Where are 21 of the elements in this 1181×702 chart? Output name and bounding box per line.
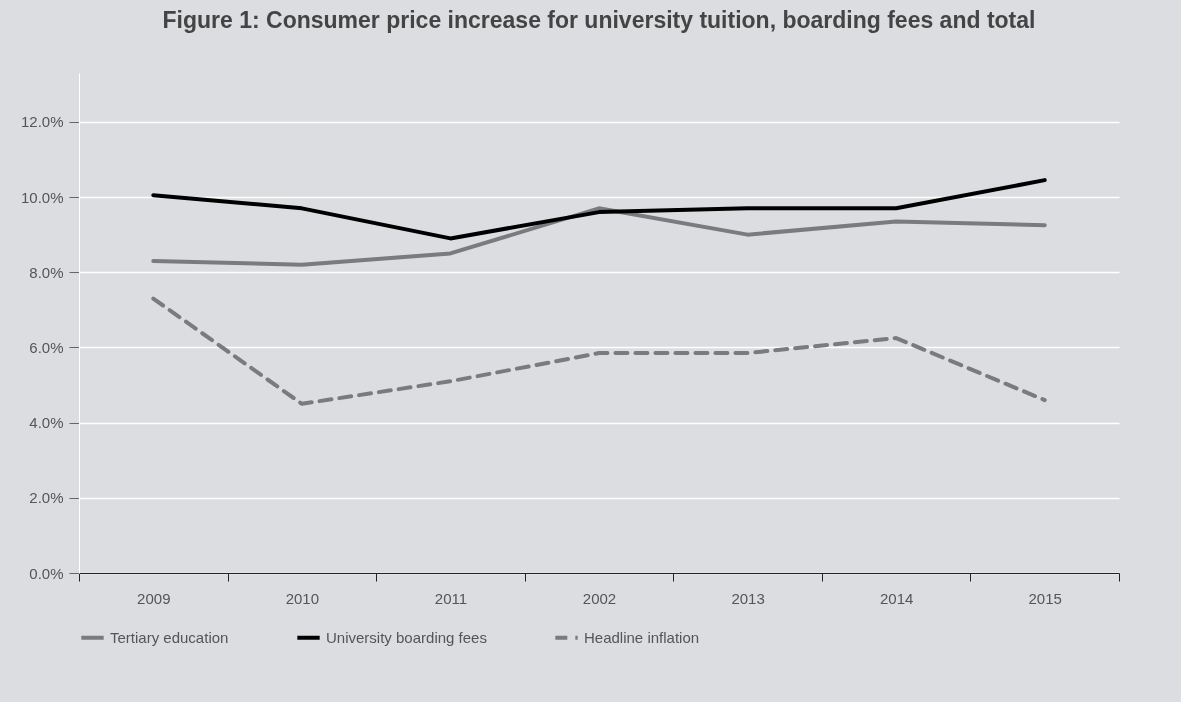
- legend-label: Tertiary education: [110, 628, 229, 646]
- line-series: [151, 296, 1047, 406]
- y-tick-label: 8.0%: [29, 263, 64, 281]
- x-tick-label: 2011: [434, 589, 468, 607]
- x-tick-label: 2013: [731, 589, 765, 607]
- x-tick-label: 2014: [879, 589, 914, 607]
- y-tick-label: 2.0%: [29, 489, 64, 507]
- x-tick-label: 2009: [137, 589, 171, 607]
- y-tick-label: 10.0%: [20, 188, 64, 206]
- line-series: [151, 206, 1047, 267]
- x-tick-label: 2010: [285, 589, 320, 607]
- legend-label: University boarding fees: [326, 628, 487, 646]
- y-tick-label: 6.0%: [29, 338, 64, 356]
- y-tick-label: 0.0%: [29, 564, 64, 582]
- chart-title: Figure 1: Consumer price increase for university tuition, boarding fees and total: [162, 7, 1036, 33]
- x-tick-label: 2015: [1028, 589, 1062, 607]
- y-tick-label: 12.0%: [20, 113, 64, 131]
- y-tick-label: 4.0%: [29, 414, 64, 432]
- x-tick-label: 2002: [582, 589, 617, 607]
- line-series: [151, 178, 1047, 241]
- legend-label: Headline inflation: [584, 628, 700, 646]
